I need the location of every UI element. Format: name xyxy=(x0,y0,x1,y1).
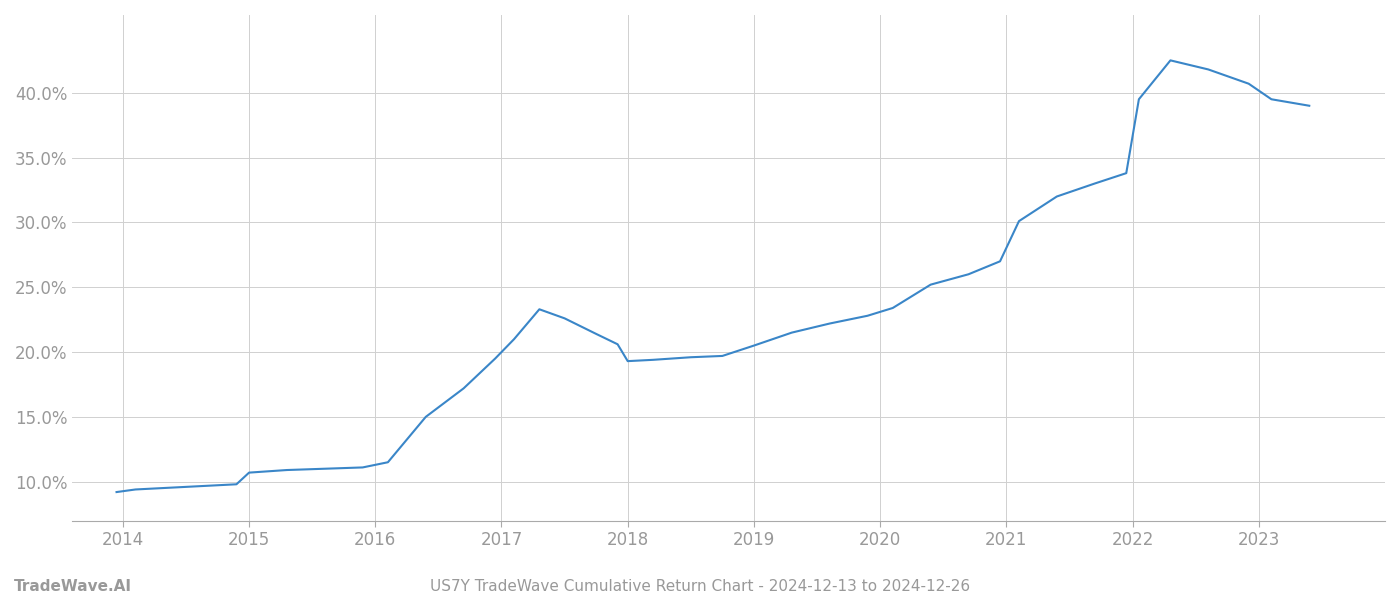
Text: TradeWave.AI: TradeWave.AI xyxy=(14,579,132,594)
Text: US7Y TradeWave Cumulative Return Chart - 2024-12-13 to 2024-12-26: US7Y TradeWave Cumulative Return Chart -… xyxy=(430,579,970,594)
